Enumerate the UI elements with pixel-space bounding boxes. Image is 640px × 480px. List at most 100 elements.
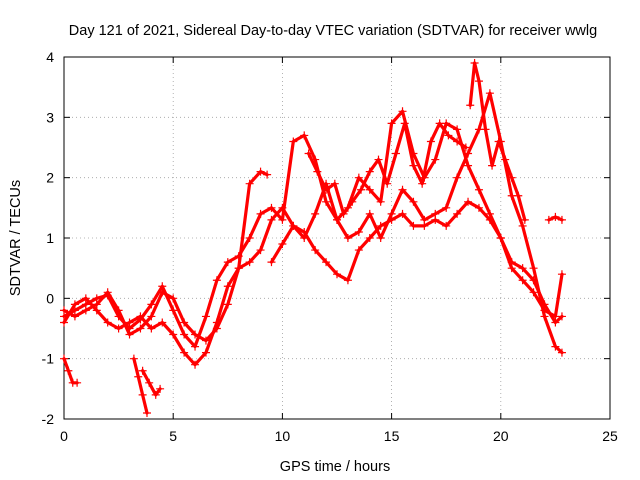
data-point — [191, 330, 200, 339]
data-point — [453, 137, 462, 146]
data-point — [544, 215, 553, 224]
data-point — [134, 372, 143, 381]
data-point — [494, 137, 503, 146]
x-axis-label: GPS time / hours — [280, 459, 390, 475]
data-point — [474, 77, 483, 86]
data-point — [365, 185, 374, 194]
data-point — [461, 143, 470, 152]
data-point — [431, 215, 440, 224]
data-point — [507, 264, 516, 273]
axis-ticks: 0 5 10 15 20 25 -2 -1 0 1 2 3 4 — [42, 49, 618, 444]
x-tick-label: 10 — [275, 428, 291, 444]
data-point — [289, 137, 298, 146]
data-point — [557, 215, 566, 224]
data-point — [518, 276, 527, 285]
data-point — [138, 366, 147, 375]
y-tick-label: 0 — [46, 290, 54, 306]
data-point — [300, 227, 309, 236]
series-trace-d — [132, 357, 149, 415]
data-point — [387, 215, 396, 224]
data-point — [263, 170, 272, 179]
data-point — [387, 119, 396, 128]
y-tick-label: 4 — [46, 49, 54, 65]
data-point — [488, 161, 497, 170]
data-point — [322, 258, 331, 267]
data-point — [398, 185, 407, 194]
data-point — [136, 324, 145, 333]
data-point — [125, 330, 134, 339]
data-point — [354, 246, 363, 255]
data-point — [529, 288, 538, 297]
data-point — [300, 131, 309, 140]
data-point — [540, 306, 549, 315]
data-point — [180, 330, 189, 339]
data-point — [125, 318, 134, 327]
data-point — [169, 330, 178, 339]
data-point — [311, 246, 320, 255]
data-point — [376, 234, 385, 242]
data-point — [400, 119, 409, 128]
data-point — [223, 300, 232, 309]
data-point — [322, 197, 331, 206]
data-point — [464, 161, 473, 170]
data-point — [551, 342, 560, 351]
data-point — [343, 234, 352, 242]
data-point — [354, 173, 363, 182]
y-tick-label: 3 — [46, 109, 54, 125]
data-point — [278, 240, 287, 249]
data-point — [391, 149, 400, 158]
data-point — [223, 282, 232, 291]
data-point — [507, 173, 516, 182]
y-tick-label: -2 — [42, 411, 55, 427]
data-point — [180, 318, 189, 327]
data-point — [409, 161, 418, 170]
x-tick-label: 15 — [384, 428, 400, 444]
data-point — [158, 318, 167, 327]
data-point — [245, 258, 254, 267]
data-point — [474, 203, 483, 212]
series-trace-f — [62, 170, 269, 343]
data-point — [201, 312, 210, 321]
data-point — [470, 59, 479, 68]
data-point — [520, 215, 529, 224]
data-point — [442, 221, 451, 230]
data-point — [343, 276, 352, 285]
data-point — [147, 324, 156, 333]
data-point — [464, 149, 473, 158]
data-point — [169, 306, 178, 315]
series-trace-i — [468, 61, 527, 222]
data-point — [223, 258, 232, 267]
data-point — [442, 203, 451, 212]
data-point — [485, 89, 494, 98]
data-point — [444, 131, 453, 140]
data-point — [557, 270, 566, 279]
data-point — [376, 221, 385, 230]
data-point — [333, 215, 341, 224]
data-point — [426, 137, 435, 146]
data-point — [142, 408, 151, 417]
data-point — [212, 276, 221, 285]
data-point — [376, 197, 385, 206]
data-point — [418, 179, 427, 188]
data-point — [304, 149, 313, 158]
y-tick-label: -1 — [42, 351, 55, 367]
data-point — [267, 203, 276, 212]
x-tick-label: 20 — [493, 428, 509, 444]
data-point — [557, 348, 566, 357]
data-point — [156, 384, 165, 393]
data-point — [267, 258, 276, 267]
data-point — [245, 234, 254, 242]
data-point — [267, 215, 276, 224]
data-point — [114, 324, 123, 333]
data-point — [147, 300, 156, 309]
data-point — [365, 167, 374, 176]
data-point — [212, 324, 221, 333]
data-point — [60, 318, 68, 327]
data-point — [333, 270, 341, 279]
data-point — [357, 185, 366, 194]
data-point — [348, 197, 357, 206]
y-axis-label: SDTVAR / TECUs — [8, 180, 24, 296]
data-point — [256, 167, 265, 176]
data-point — [81, 294, 90, 303]
